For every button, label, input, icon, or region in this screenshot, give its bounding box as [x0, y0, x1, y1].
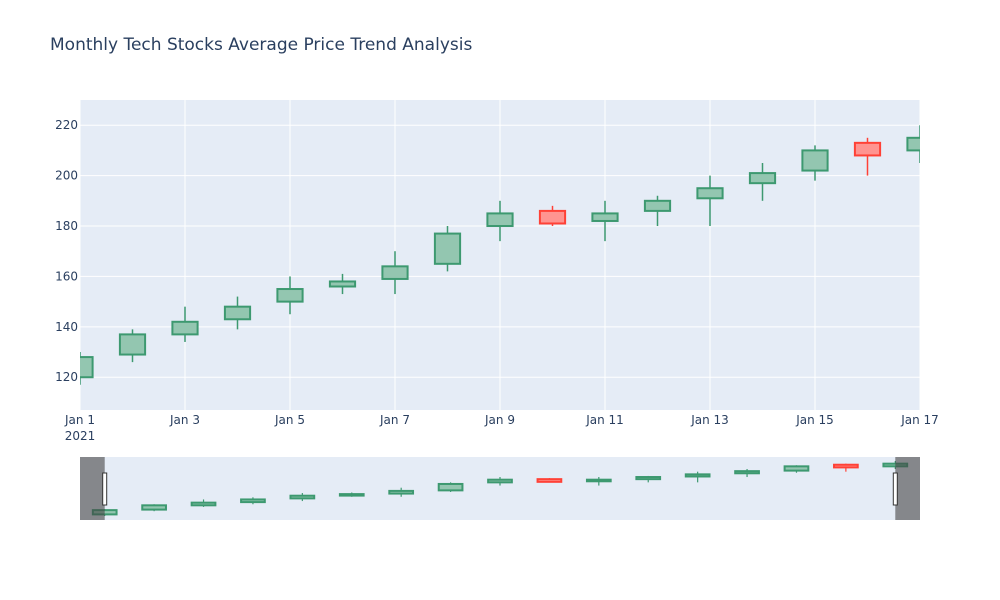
range-slider-mini-candle — [141, 504, 167, 511]
range-slider-mask-right — [895, 457, 920, 520]
candle — [748, 163, 777, 201]
range-slider-candles — [91, 461, 909, 516]
candle — [538, 205, 567, 227]
candle-body — [643, 199, 672, 212]
candles — [80, 125, 920, 385]
candle — [381, 251, 409, 295]
range-slider[interactable] — [80, 457, 920, 520]
candle-body — [748, 172, 777, 185]
candle — [486, 200, 514, 242]
y-axis: 120 140 160 180 200 220 — [55, 118, 78, 384]
y-tick-label: 140 — [55, 320, 78, 334]
x-tick-label: Jan 1 — [64, 413, 95, 427]
candle — [853, 137, 882, 176]
range-slider-mini-candle — [338, 493, 365, 497]
x-tick-label: Jan 9 — [484, 413, 515, 427]
x-tick-label: Jan 7 — [379, 413, 410, 427]
candle — [328, 273, 357, 295]
candle-body — [591, 212, 619, 222]
candle — [591, 200, 619, 242]
candle — [801, 145, 829, 181]
range-slider-mini-candle — [734, 470, 760, 475]
candle-body — [696, 187, 724, 200]
range-slider-mini-candle — [833, 463, 859, 469]
range-slider-mini-candle — [783, 465, 810, 472]
candle — [643, 195, 672, 227]
candle — [433, 226, 462, 272]
chart-title: Monthly Tech Stocks Average Price Trend … — [50, 35, 472, 55]
candle-body — [853, 141, 882, 157]
range-slider-mini-candle — [487, 478, 513, 484]
range-slider-mini-candle — [536, 478, 563, 483]
candle-body — [118, 333, 147, 356]
range-slider-handle-right[interactable] — [892, 472, 898, 506]
range-slider-mini-candle — [289, 494, 316, 500]
range-slider-handle-left[interactable] — [102, 472, 108, 506]
range-slider-mini-candle — [388, 489, 415, 495]
range-slider-mini-candle — [684, 473, 711, 478]
candle-body — [801, 149, 829, 172]
candle-body — [223, 305, 252, 321]
x-tick-year-label: 2021 — [65, 429, 96, 443]
x-tick-label: Jan 11 — [585, 413, 624, 427]
y-tick-label: 120 — [55, 370, 78, 384]
candle — [118, 329, 147, 363]
candle — [80, 352, 94, 385]
x-tick-label: Jan 5 — [274, 413, 305, 427]
x-axis: Jan 1 Jan 3 Jan 5 Jan 7 Jan 9 Jan 11 Jan 13 Jan… — [64, 413, 939, 443]
candle — [223, 296, 252, 330]
candle — [276, 276, 304, 315]
range-slider-mini-candle — [585, 478, 612, 483]
candle-body — [486, 212, 514, 228]
range-slider-mini-candle — [437, 482, 464, 492]
y-tick-label: 180 — [55, 219, 78, 233]
x-tick-label: Jan 17 — [900, 413, 939, 427]
x-tick-label: Jan 3 — [169, 413, 200, 427]
x-tick-label: Jan 15 — [795, 413, 834, 427]
range-slider-mask-left — [80, 457, 105, 520]
range-slider-background — [80, 457, 920, 520]
candle-body — [538, 209, 567, 225]
range-slider-mini-candle — [240, 498, 266, 504]
candle-body — [906, 136, 920, 152]
candle-body — [80, 356, 94, 379]
range-slider-mini-candle — [190, 501, 217, 507]
candle — [171, 306, 199, 342]
candle-body — [433, 232, 462, 265]
candle-body — [171, 320, 199, 336]
candle — [906, 125, 920, 164]
candle — [696, 175, 724, 227]
y-tick-label: 160 — [55, 269, 78, 283]
y-tick-label: 200 — [55, 169, 78, 183]
candle-body — [328, 280, 357, 288]
y-tick-label: 220 — [55, 118, 78, 132]
x-tick-label: Jan 13 — [690, 413, 729, 427]
candle-body — [381, 265, 409, 280]
candle-body — [276, 288, 304, 303]
range-slider-mini-candle — [635, 476, 662, 481]
